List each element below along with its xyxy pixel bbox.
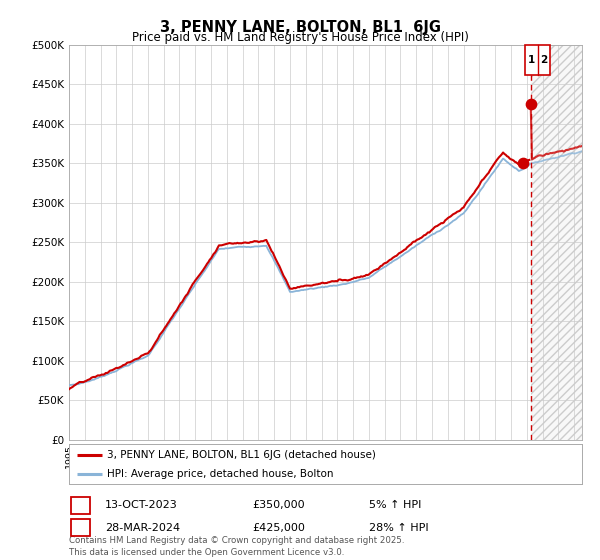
Text: 1: 1 [77,500,84,510]
Text: £350,000: £350,000 [252,500,305,510]
Text: 13-OCT-2023: 13-OCT-2023 [105,500,178,510]
Text: 1: 1 [528,55,535,65]
Text: Contains HM Land Registry data © Crown copyright and database right 2025.
This d: Contains HM Land Registry data © Crown c… [69,536,404,557]
Text: 28-MAR-2024: 28-MAR-2024 [105,522,180,533]
Text: 3, PENNY LANE, BOLTON, BL1 6JG (detached house): 3, PENNY LANE, BOLTON, BL1 6JG (detached… [107,450,376,460]
Text: Price paid vs. HM Land Registry's House Price Index (HPI): Price paid vs. HM Land Registry's House … [131,31,469,44]
FancyBboxPatch shape [525,45,550,75]
Text: 5% ↑ HPI: 5% ↑ HPI [369,500,421,510]
Text: 3, PENNY LANE, BOLTON, BL1  6JG: 3, PENNY LANE, BOLTON, BL1 6JG [160,20,440,35]
Text: 2: 2 [77,522,84,533]
Point [526,100,535,109]
Text: £425,000: £425,000 [252,522,305,533]
Point [518,159,528,168]
Text: HPI: Average price, detached house, Bolton: HPI: Average price, detached house, Bolt… [107,469,334,478]
Text: 28% ↑ HPI: 28% ↑ HPI [369,522,428,533]
Text: 2: 2 [541,55,548,65]
